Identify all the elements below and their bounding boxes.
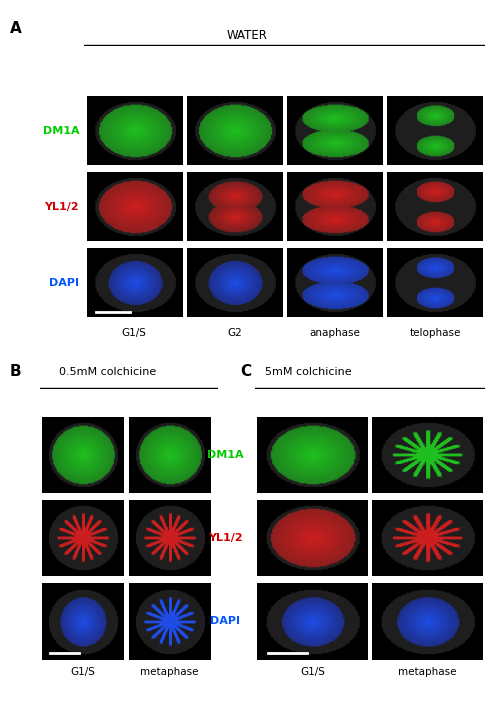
Text: DAPI: DAPI xyxy=(49,278,79,288)
Text: YL1/2: YL1/2 xyxy=(208,533,243,543)
Text: WATER: WATER xyxy=(227,29,268,41)
Text: anaphase: anaphase xyxy=(309,328,360,338)
Text: 0.5mM colchicine: 0.5mM colchicine xyxy=(59,367,156,377)
Text: DAPI: DAPI xyxy=(210,617,240,627)
Text: metaphase: metaphase xyxy=(140,667,199,677)
Text: G1/S: G1/S xyxy=(122,328,147,338)
Text: G1/S: G1/S xyxy=(300,667,325,677)
Text: metaphase: metaphase xyxy=(398,667,457,677)
Text: B: B xyxy=(10,364,21,379)
Text: YL1/2: YL1/2 xyxy=(45,202,79,212)
Text: 5mM colchicine: 5mM colchicine xyxy=(265,367,351,377)
Text: DM1A: DM1A xyxy=(43,125,79,135)
Text: telophase: telophase xyxy=(409,328,461,338)
Text: C: C xyxy=(240,364,251,379)
Text: G1/S: G1/S xyxy=(70,667,96,677)
Text: A: A xyxy=(10,21,22,36)
Text: DM1A: DM1A xyxy=(207,450,244,460)
Text: G2: G2 xyxy=(227,328,242,338)
